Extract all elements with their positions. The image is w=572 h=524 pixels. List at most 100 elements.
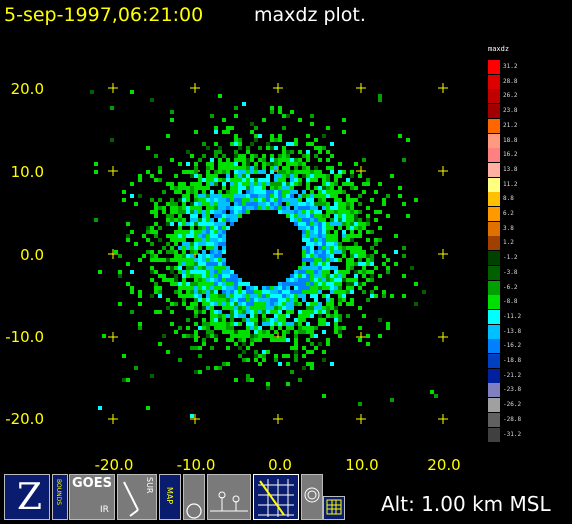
reflectivity-cell [390,294,394,298]
colorbar-label: -3.8 [503,268,518,276]
reflectivity-cell [334,250,338,254]
reflectivity-cell [290,186,294,190]
grid-cross-section-icon [258,479,294,517]
reflectivity-cell [118,302,122,306]
reflectivity-cell [222,178,226,182]
reflectivity-cell [342,274,346,278]
bounds-button[interactable]: BOUNDS [52,474,68,520]
reflectivity-cell [326,182,330,186]
cross-section-button[interactable] [253,474,299,520]
reflectivity-cell [158,290,162,294]
reflectivity-cell [154,282,158,286]
reflectivity-cell [138,326,142,330]
reflectivity-cell [306,210,310,214]
reflectivity-cell [302,258,306,262]
reflectivity-cell [282,282,286,286]
sur-button[interactable]: SUR [117,474,157,520]
reflectivity-cell [126,238,130,242]
reflectivity-cell [294,190,298,194]
reflectivity-cell [230,274,234,278]
reflectivity-cell [294,286,298,290]
reflectivity-cell [306,306,310,310]
reflectivity-cell [322,250,326,254]
reflectivity-cell [246,330,250,334]
reflectivity-cell [310,174,314,178]
reflectivity-cell [326,310,330,314]
map-button[interactable]: MAP [159,474,181,520]
reflectivity-cell [190,414,194,418]
reflectivity-cell [306,186,310,190]
reflectivity-cell [350,226,354,230]
reflectivity-cell [206,226,210,230]
reflectivity-cell [342,118,346,122]
reflectivity-cell [190,274,194,278]
reflectivity-cell [322,310,326,314]
table-button[interactable] [323,496,345,520]
z-field-button[interactable]: Z [4,474,50,520]
reflectivity-cell [230,166,234,170]
reflectivity-cell [230,294,234,298]
reflectivity-cell [194,302,198,306]
circle-button[interactable] [183,474,205,520]
reflectivity-cell [266,382,270,386]
reflectivity-cell [318,198,322,202]
reflectivity-cell [266,190,270,194]
reflectivity-cell [310,342,314,346]
reflectivity-cell [222,266,226,270]
reflectivity-cell [338,274,342,278]
rings-button[interactable] [301,474,323,520]
reflectivity-cell [206,214,210,218]
reflectivity-cell [270,306,274,310]
reflectivity-cell [362,158,366,162]
reflectivity-cell [274,322,278,326]
reflectivity-cell [310,122,314,126]
reflectivity-cell [410,266,414,270]
reflectivity-cell [310,142,314,146]
reflectivity-cell [366,278,370,282]
reflectivity-cell [338,162,342,166]
reflectivity-cell [322,294,326,298]
reflectivity-cell [346,182,350,186]
reflectivity-cell [234,306,238,310]
reflectivity-cell [330,234,334,238]
reflectivity-cell [294,270,298,274]
reflectivity-cell [334,202,338,206]
reflectivity-cell [146,146,150,150]
reflectivity-cell [378,318,382,322]
reflectivity-cell [330,170,334,174]
reflectivity-cell [234,278,238,282]
reflectivity-cell [298,150,302,154]
reflectivity-cell [302,190,306,194]
reflectivity-cell [350,266,354,270]
reflectivity-cell [314,226,318,230]
reflectivity-cell [306,198,310,202]
reflectivity-cell [334,258,338,262]
reflectivity-cell [246,294,250,298]
reflectivity-cell [206,178,210,182]
goes-ir-button[interactable]: GOES IR [69,474,115,520]
reflectivity-cell [210,314,214,318]
reflectivity-cell [174,230,178,234]
reflectivity-cell [274,302,278,306]
reflectivity-cell [294,178,298,182]
reflectivity-cell [206,230,210,234]
reflectivity-cell [278,206,282,210]
reflectivity-cell [286,354,290,358]
reflectivity-cell [158,342,162,346]
reflectivity-cell [206,210,210,214]
radar-plot[interactable] [0,0,480,470]
reflectivity-cell [146,230,150,234]
surface-obs-button[interactable] [207,474,251,520]
reflectivity-cell [334,330,338,334]
reflectivity-cell [346,178,350,182]
reflectivity-cell [158,258,162,262]
reflectivity-cell [338,218,342,222]
reflectivity-cell [214,230,218,234]
reflectivity-cell [206,222,210,226]
reflectivity-cell [234,170,238,174]
goes-sub-label: IR [100,505,109,515]
reflectivity-cell [278,162,282,166]
reflectivity-cell [226,194,230,198]
reflectivity-cell [326,338,330,342]
reflectivity-cell [334,282,338,286]
